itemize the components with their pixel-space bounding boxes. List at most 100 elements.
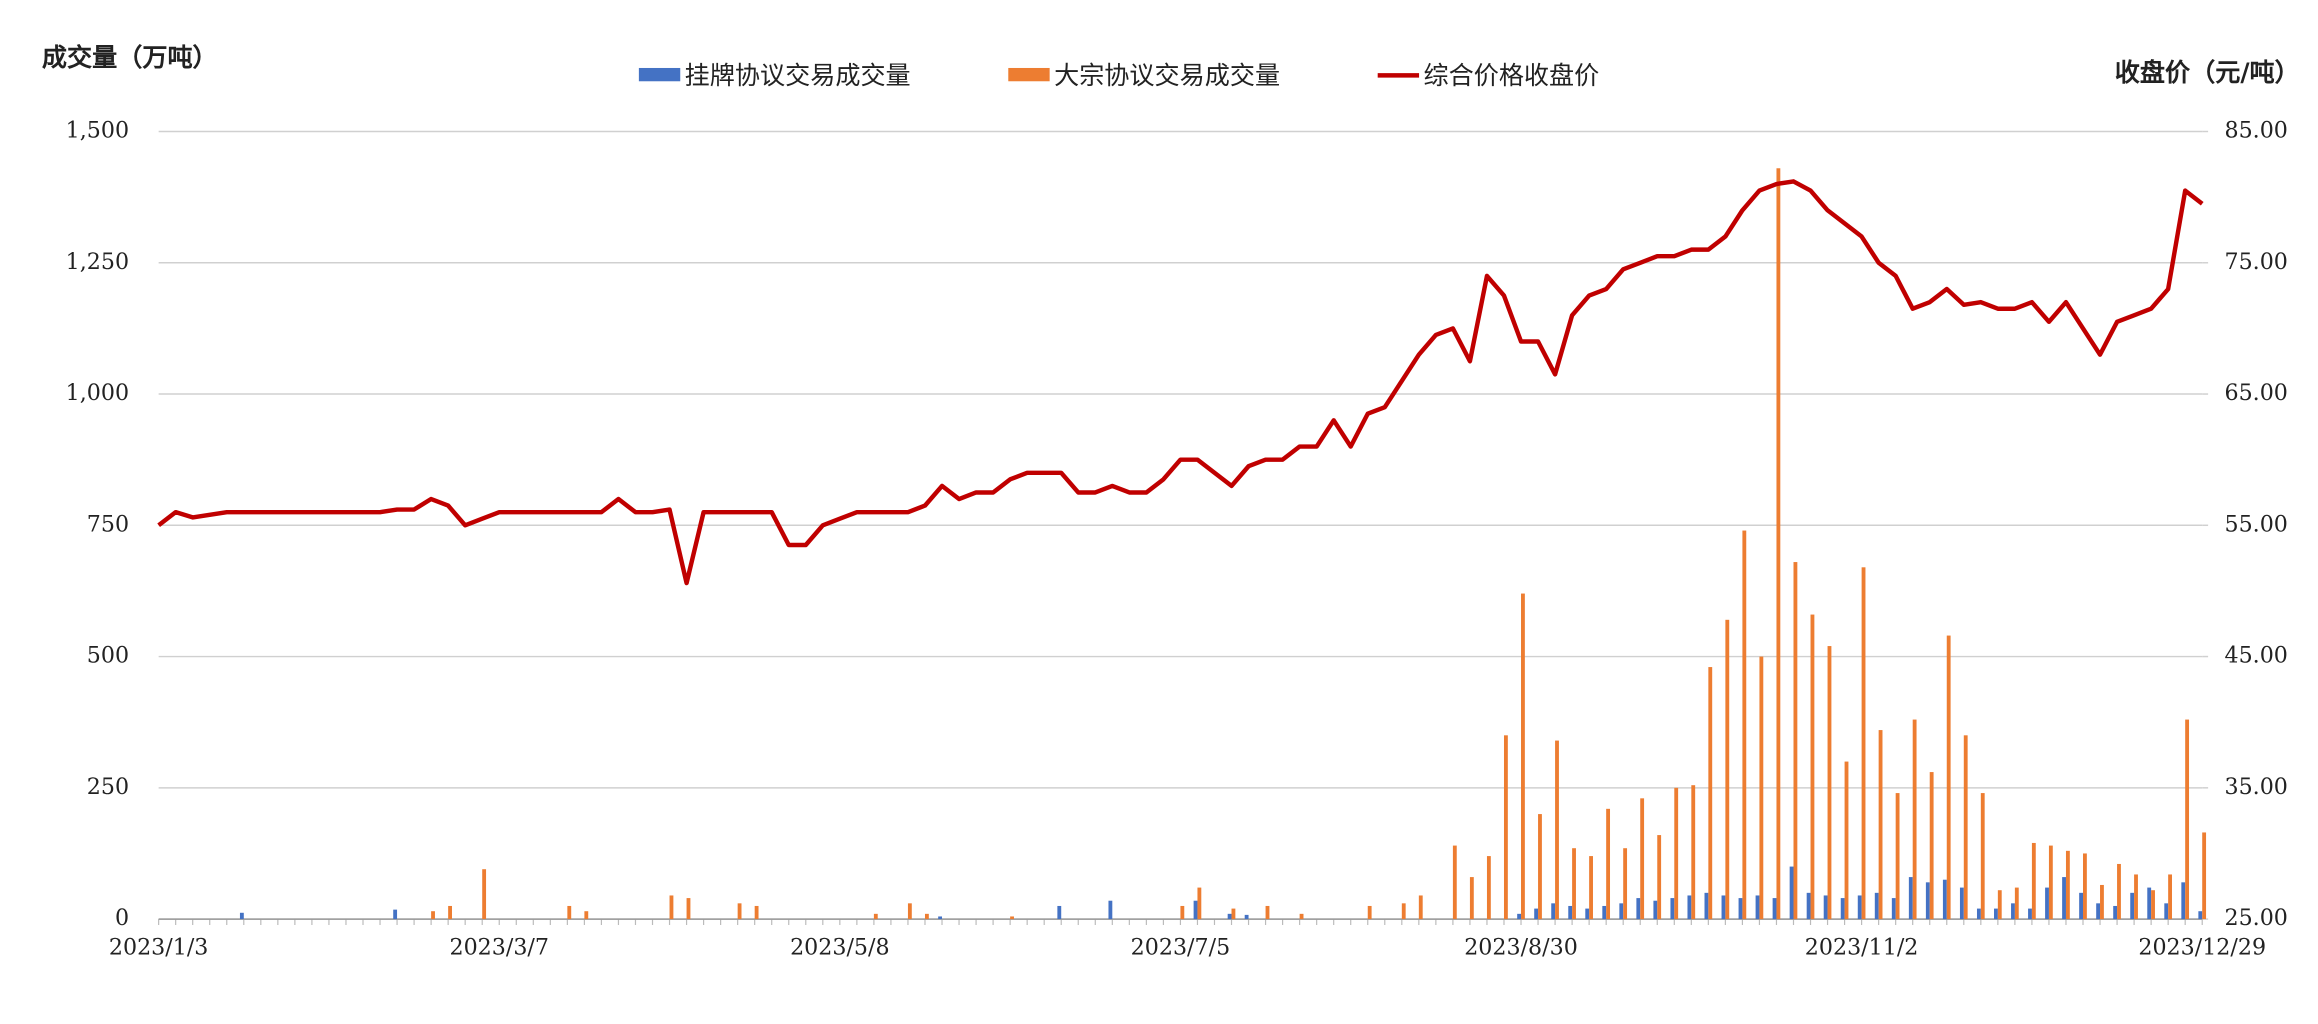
bar <box>1589 856 1593 920</box>
bar <box>1521 593 1525 920</box>
bar <box>393 909 398 920</box>
y-tick-label: 750 <box>87 511 129 537</box>
bar <box>1721 895 1726 920</box>
bar <box>2147 887 2152 920</box>
bar <box>1670 898 1675 920</box>
price-line <box>157 179 2204 586</box>
bar <box>1980 793 1985 920</box>
bar <box>1874 892 1879 920</box>
bar <box>1602 905 1607 920</box>
bar <box>1452 845 1457 920</box>
bar <box>1755 895 1760 920</box>
bar <box>938 916 943 920</box>
bar <box>1772 898 1777 920</box>
bar <box>924 913 929 920</box>
bar <box>1193 900 1198 920</box>
bar <box>1418 895 1423 920</box>
x-tick-label: 2023/5/8 <box>790 935 890 961</box>
y-axis-title: 成交量（万吨） <box>42 42 218 72</box>
bar <box>1687 895 1692 920</box>
bar <box>2083 853 2087 920</box>
bar <box>1776 168 1781 920</box>
x-tick-label: 2023/3/7 <box>449 935 549 961</box>
bar <box>907 903 912 920</box>
bar <box>1691 785 1696 920</box>
bar <box>1789 866 1794 920</box>
bar <box>1925 882 1930 920</box>
bar <box>1878 730 1883 920</box>
bar <box>1623 848 1628 920</box>
bar <box>1538 814 1542 920</box>
bar <box>1299 913 1304 920</box>
x-tick-label: 2023/12/29 <box>2138 935 2266 961</box>
legend-label: 大宗协议交易成交量 <box>1054 61 1280 90</box>
x-tick-label: 2023/8/30 <box>1464 935 1578 961</box>
bar <box>1517 913 1522 920</box>
bar <box>2011 903 2015 920</box>
bar <box>1704 892 1709 920</box>
bar <box>1994 908 1998 920</box>
bar <box>1725 619 1730 920</box>
bar <box>2113 905 2118 920</box>
bar <box>2164 903 2169 920</box>
bar <box>1401 903 1406 920</box>
y2-tick-label: 65.00 <box>2224 380 2287 406</box>
bar <box>1636 898 1641 920</box>
bar <box>2185 719 2190 920</box>
y-tick-label: 500 <box>87 643 129 669</box>
y2-axis-title: 收盘价（元/吨） <box>2115 57 2300 87</box>
bar <box>1555 740 1559 920</box>
x-tick-label: 2023/7/5 <box>1131 935 1231 961</box>
bar <box>1534 908 1539 920</box>
legend-label: 挂牌协议交易成交量 <box>685 61 911 90</box>
bar <box>1180 905 1185 920</box>
bar <box>1197 887 1202 920</box>
bar <box>1963 735 1968 920</box>
bar <box>482 869 487 920</box>
bar <box>1551 903 1556 920</box>
legend-label: 综合价格收盘价 <box>1423 61 1599 90</box>
bar <box>567 905 572 920</box>
bar <box>2130 892 2135 920</box>
bar <box>2134 874 2138 920</box>
bar <box>1653 900 1658 920</box>
bar <box>2100 884 2104 920</box>
bar <box>2045 887 2049 920</box>
bar <box>1976 908 1981 920</box>
bar <box>1469 877 1474 920</box>
bar <box>1857 895 1862 920</box>
bar <box>2198 911 2203 920</box>
bar <box>2168 874 2172 920</box>
bar <box>2079 892 2084 920</box>
bar <box>1585 908 1590 920</box>
bar <box>2202 832 2207 920</box>
y-tick-label: 1,000 <box>66 380 129 406</box>
bar <box>431 911 435 920</box>
bar <box>448 905 452 920</box>
bar <box>1742 530 1747 920</box>
y2-tick-label: 25.00 <box>2224 905 2287 931</box>
bar <box>1606 808 1611 920</box>
bar <box>873 913 878 920</box>
bar <box>1010 916 1014 920</box>
bar <box>584 911 589 920</box>
legend-swatch <box>1008 67 1050 82</box>
bar <box>1840 898 1845 920</box>
y-tick-label: 1,250 <box>66 249 129 275</box>
bar <box>1759 656 1764 920</box>
y2-tick-label: 35.00 <box>2224 774 2287 800</box>
y2-tick-label: 75.00 <box>2224 249 2287 275</box>
bar <box>2181 882 2186 920</box>
bar <box>1929 772 1934 920</box>
bar <box>1657 835 1662 920</box>
bar <box>1568 905 1573 920</box>
bar <box>239 912 244 920</box>
bar <box>2117 863 2121 920</box>
bar <box>1895 793 1900 920</box>
bar <box>1861 567 1866 920</box>
bar <box>1908 877 1913 920</box>
bar <box>1674 787 1679 920</box>
bar <box>1891 898 1896 920</box>
